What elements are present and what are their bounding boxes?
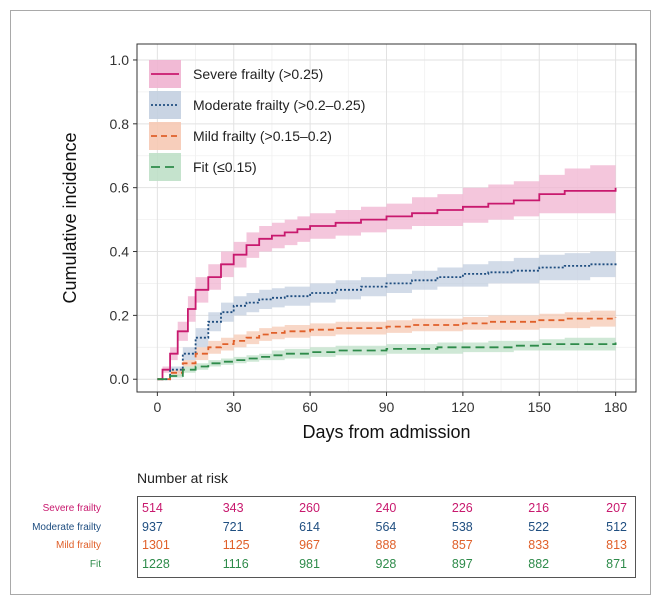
confidence-band-3: [157, 336, 616, 380]
legend-label-0: Severe frailty (>0.25): [193, 66, 323, 82]
risk-cell: 937: [142, 519, 163, 534]
risk-row-label: Mild frailty: [55, 540, 101, 551]
risk-cell: 514: [142, 501, 163, 515]
risk-cell: 1228: [142, 556, 170, 571]
risk-cell: 240: [375, 501, 397, 515]
risk-cell: 967: [299, 538, 320, 552]
x-tick-label: 150: [528, 399, 552, 415]
risk-cell: 260: [299, 501, 320, 515]
y-tick-label: 0.8: [110, 116, 130, 132]
risk-cell: 522: [528, 519, 550, 534]
confidence-band-1: [157, 249, 616, 380]
risk-cell: 721: [222, 519, 244, 534]
risk-cell: 226: [451, 501, 473, 515]
x-tick-label: 90: [379, 399, 395, 415]
y-axis-title: Cumulative incidence: [60, 132, 80, 303]
series-line-3: [157, 342, 617, 381]
risk-row-label: Moderate frailty: [32, 521, 101, 533]
legend-label-2: Mild frailty (>0.15–0.2): [193, 128, 332, 144]
risk-cell: 871: [606, 556, 627, 571]
risk-cell: 614: [299, 519, 320, 534]
risk-cell: 813: [606, 538, 627, 552]
risk-cell: 897: [451, 556, 473, 571]
series-line-1: [157, 262, 617, 381]
risk-table-title: Number at risk: [137, 470, 229, 486]
risk-cell: 564: [375, 519, 397, 534]
risk-table-box: Severe frailty 514 343 260 240 226 216 207 Moder…: [32, 496, 636, 578]
confidence-band-2: [157, 309, 616, 380]
risk-cell: 981: [299, 556, 320, 571]
legend-label-3: Fit (≤0.15): [193, 159, 257, 175]
x-tick-label: 120: [451, 399, 475, 415]
x-axis-title: Days from admission: [302, 422, 470, 442]
risk-cell: 1125: [222, 538, 250, 552]
y-tick-label: 0.4: [110, 244, 130, 260]
x-tick-label: 60: [302, 399, 318, 415]
risk-row-label: Fit: [89, 558, 101, 570]
risk-cell: 216: [528, 501, 550, 515]
risk-cell: 1116: [222, 556, 249, 571]
risk-cell: 207: [606, 501, 627, 515]
x-tick-label: 180: [604, 399, 628, 415]
risk-row-label: Severe frailty: [42, 503, 101, 514]
legend-label-1: Moderate frailty (>0.2–0.25): [193, 97, 365, 113]
x-tick-label: 0: [153, 399, 161, 415]
y-tick-label: 0.2: [110, 307, 130, 323]
risk-cell: 857: [451, 538, 473, 552]
risk-cell: 888: [375, 538, 397, 552]
y-tick-label: 1.0: [110, 52, 130, 68]
x-tick-label: 30: [226, 399, 242, 415]
risk-cell: 882: [528, 556, 550, 571]
risk-cell: 512: [606, 519, 627, 534]
series-line-2: [157, 317, 617, 381]
risk-cell: 343: [222, 501, 244, 515]
y-tick-label: 0.6: [110, 180, 130, 196]
risk-cell: 538: [451, 519, 473, 534]
series-line-0: [157, 187, 617, 381]
confidence-band-0: [157, 162, 616, 380]
risk-cell: 1301: [142, 538, 170, 552]
risk-cell: 833: [528, 538, 550, 552]
y-tick-label: 0.0: [110, 371, 130, 387]
risk-cell: 928: [375, 556, 397, 571]
